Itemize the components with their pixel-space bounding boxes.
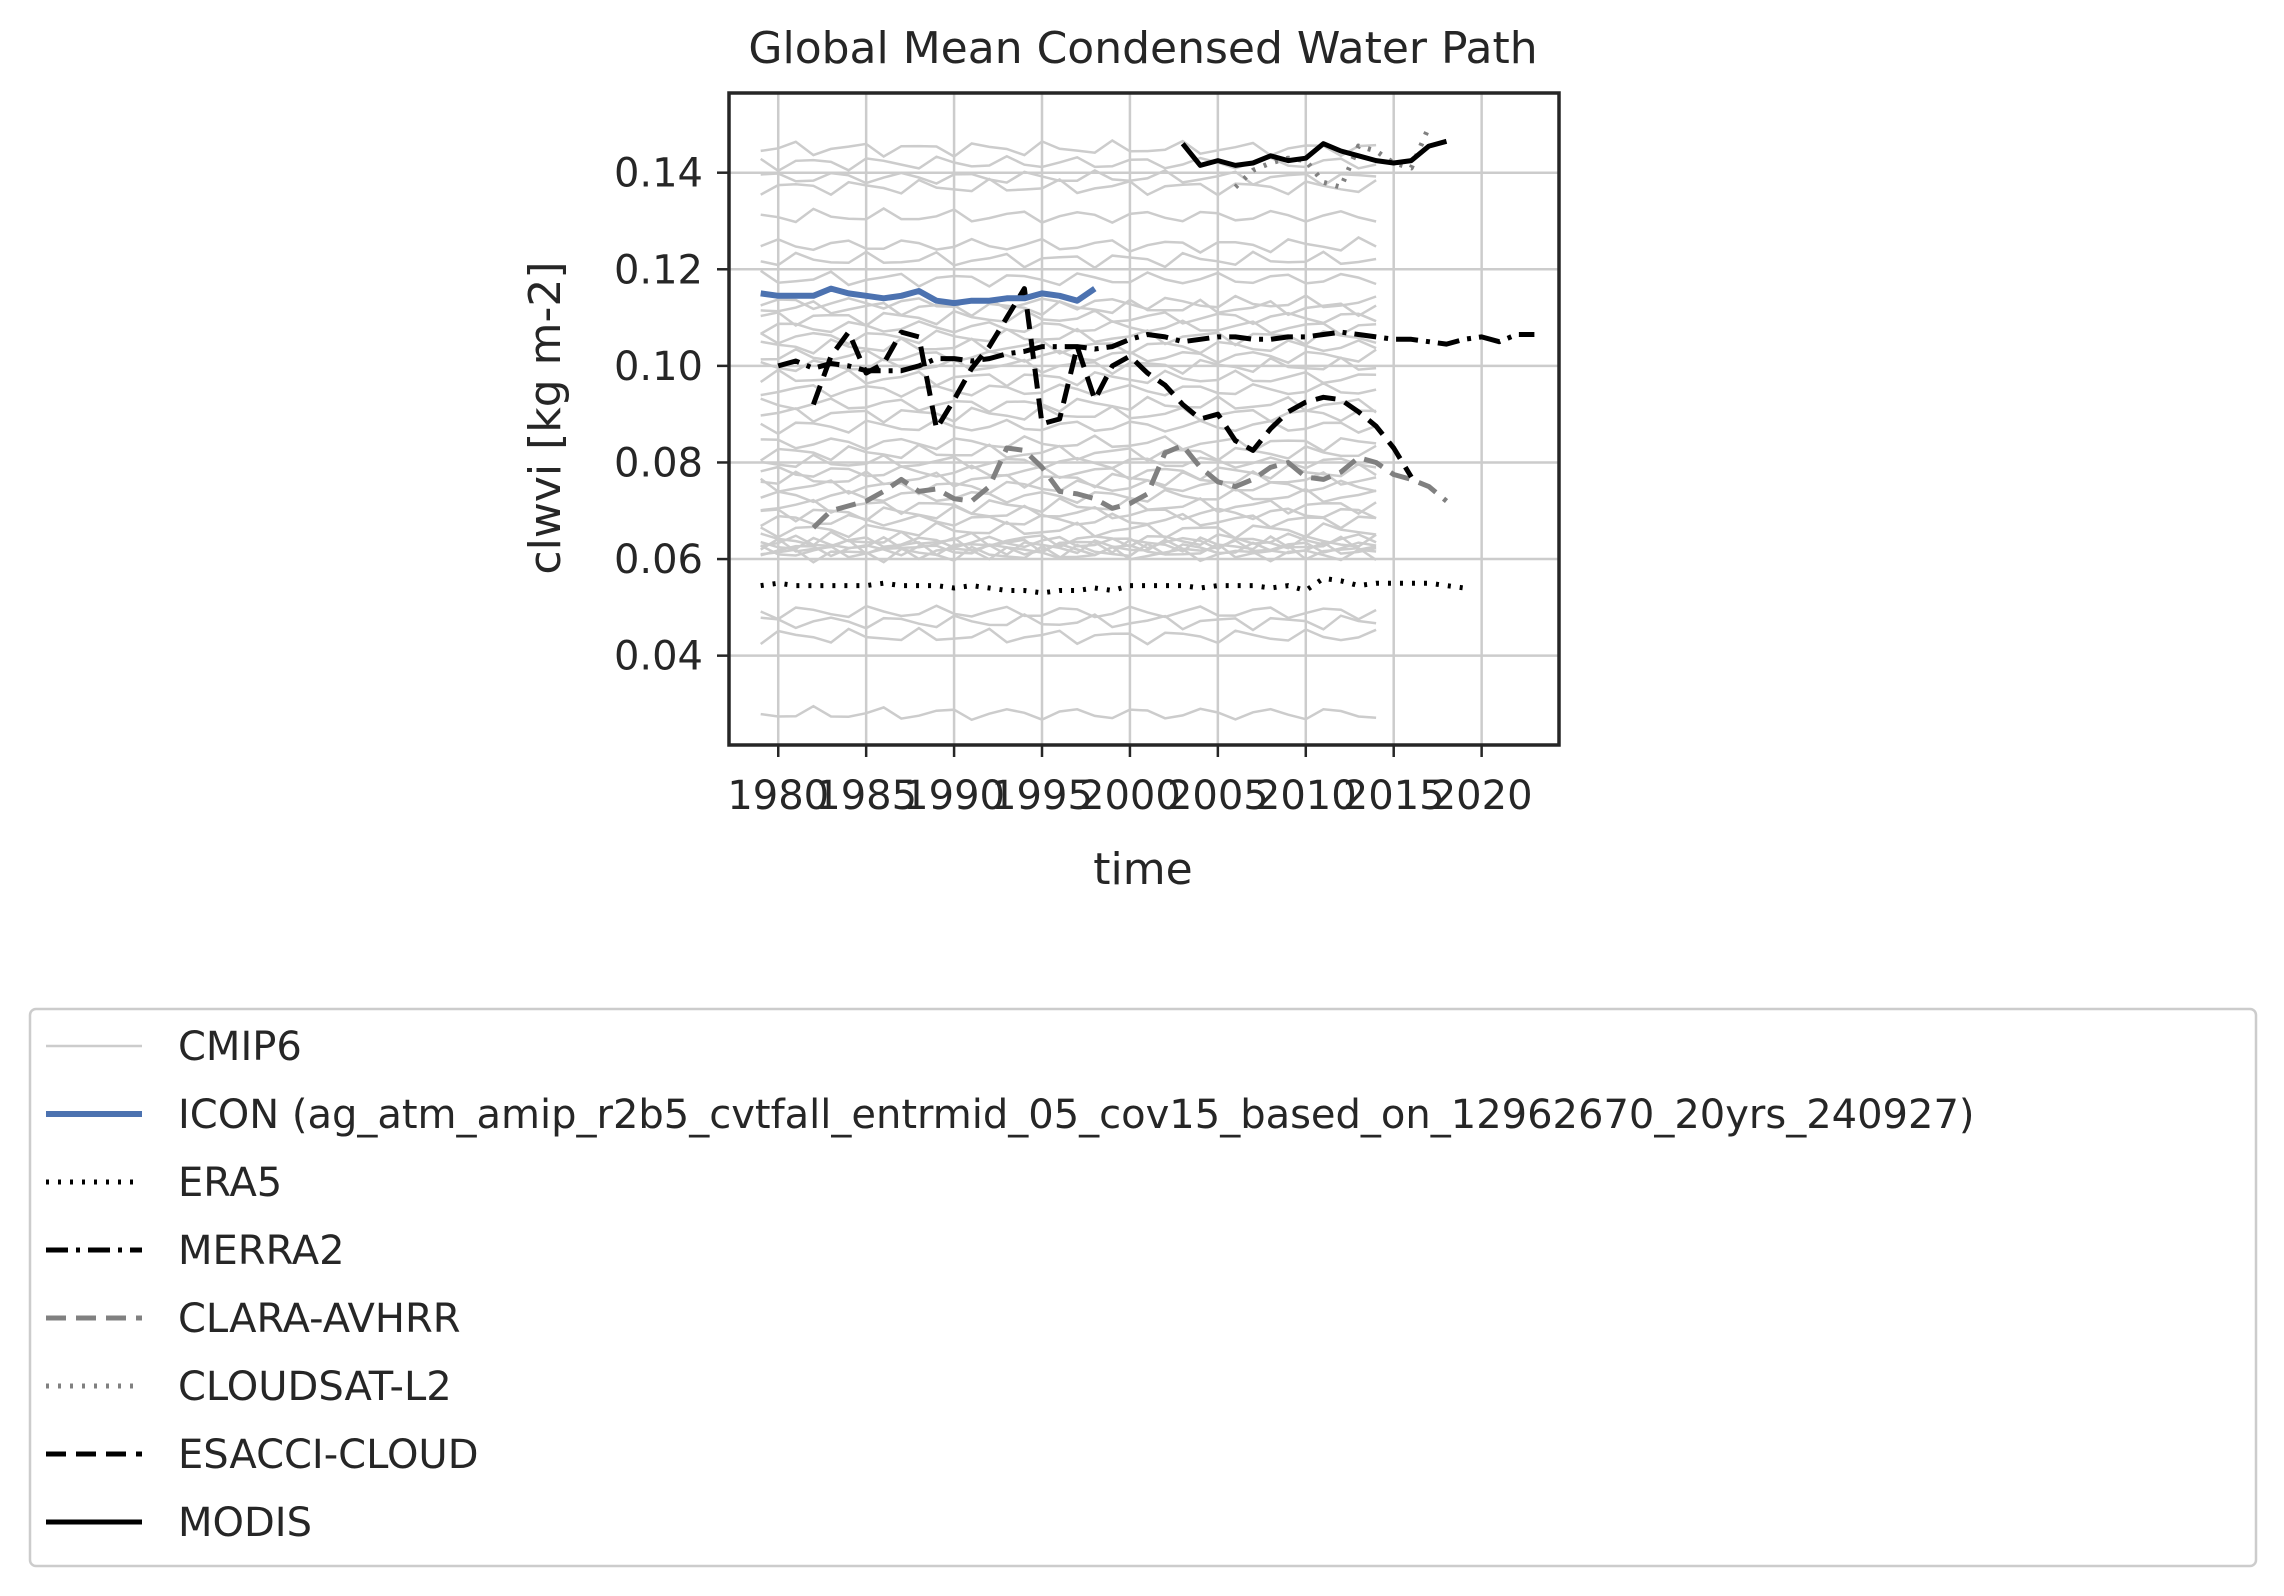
cmip6-line xyxy=(759,626,1377,646)
series-line-clara xyxy=(811,443,1449,530)
x-tick-label: 2005 xyxy=(1167,773,1269,819)
series-line-icon xyxy=(760,285,1097,307)
cmip6-line xyxy=(760,337,1377,356)
x-tick-label: 2015 xyxy=(1343,773,1445,819)
series-line-esacci xyxy=(811,286,1414,479)
cmip6-line xyxy=(760,453,1377,471)
y-tick-label: 0.04 xyxy=(614,634,703,680)
cmip6-line xyxy=(760,236,1377,254)
cmip6-line xyxy=(760,308,1377,328)
legend-box xyxy=(28,1007,2258,1568)
cmip6-line xyxy=(760,395,1377,414)
legend-label-cmip6: CMIP6 xyxy=(178,1024,302,1070)
cmip6-line xyxy=(760,504,1377,523)
legend-label-merra2: MERRA2 xyxy=(178,1228,345,1274)
cmip6-line xyxy=(759,368,1377,388)
cmip6-line xyxy=(760,537,1377,557)
legend: CMIP6 ICON (ag_atm_amip_r2b5_cvtfall_entr… xyxy=(28,1007,2258,1568)
cmip6-line xyxy=(760,250,1377,270)
series-line-modis xyxy=(1180,138,1448,168)
x-tick-label: 2020 xyxy=(1431,773,1533,819)
x-tick-label: 1990 xyxy=(903,773,1005,819)
x-tick-label: 2000 xyxy=(1079,773,1181,819)
series-line-merra2 xyxy=(777,329,1535,374)
legend-entries: CMIP6 ICON (ag_atm_amip_r2b5_cvtfall_entr… xyxy=(46,1024,1975,1546)
x-tick-label: 1995 xyxy=(991,773,1093,819)
x-axis-label: time xyxy=(1093,844,1192,895)
x-tick-label: 1985 xyxy=(815,773,917,819)
cmip6-line xyxy=(760,496,1377,516)
cmip6-line xyxy=(760,704,1377,722)
cmip6-lines xyxy=(759,139,1377,722)
cmip6-line xyxy=(760,462,1377,482)
cmip6-line xyxy=(760,530,1377,549)
cmip6-line xyxy=(760,434,1377,453)
cmip6-line xyxy=(760,168,1377,188)
legend-label-clara: CLARA-AVHRR xyxy=(178,1296,461,1342)
legend-label-esacci: ESACCI-CLOUD xyxy=(178,1432,479,1478)
y-tick-label: 0.08 xyxy=(614,440,703,486)
cmip6-line xyxy=(760,404,1377,424)
cmip6-line xyxy=(760,470,1377,489)
cmip6-line xyxy=(760,207,1377,224)
cmip6-line xyxy=(760,418,1377,436)
cmip6-line xyxy=(759,269,1377,288)
x-tick-label: 2010 xyxy=(1255,773,1357,819)
y-axis-label: clwvi [kg m-2] xyxy=(520,261,571,574)
cmip6-line xyxy=(760,604,1377,621)
legend-label-cloudsat: CLOUDSAT-L2 xyxy=(178,1364,452,1410)
cmip6-line xyxy=(760,347,1377,365)
cmip6-line xyxy=(760,294,1377,311)
y-tick-label: 0.10 xyxy=(614,344,703,390)
plot-frame xyxy=(727,91,1561,747)
cmip6-line xyxy=(760,177,1377,197)
cmip6-line xyxy=(760,139,1377,158)
legend-label-modis: MODIS xyxy=(178,1500,312,1546)
chart-title: Global Mean Condensed Water Path xyxy=(748,23,1537,74)
y-tick-label: 0.12 xyxy=(614,247,703,293)
cmip6-line xyxy=(760,443,1377,463)
cmip6-line xyxy=(760,487,1377,505)
cmip6-line xyxy=(760,327,1377,347)
series-lines xyxy=(760,125,1535,596)
y-tick-label: 0.14 xyxy=(614,151,703,197)
x-tick-label: 1980 xyxy=(727,773,829,819)
legend-label-era5: ERA5 xyxy=(178,1160,282,1206)
cmip6-line xyxy=(760,520,1377,540)
cmip6-line xyxy=(760,612,1377,632)
legend-label-icon: ICON (ag_atm_amip_r2b5_cvtfall_entrmid_0… xyxy=(178,1092,1975,1138)
y-tick-label: 0.06 xyxy=(614,537,703,583)
